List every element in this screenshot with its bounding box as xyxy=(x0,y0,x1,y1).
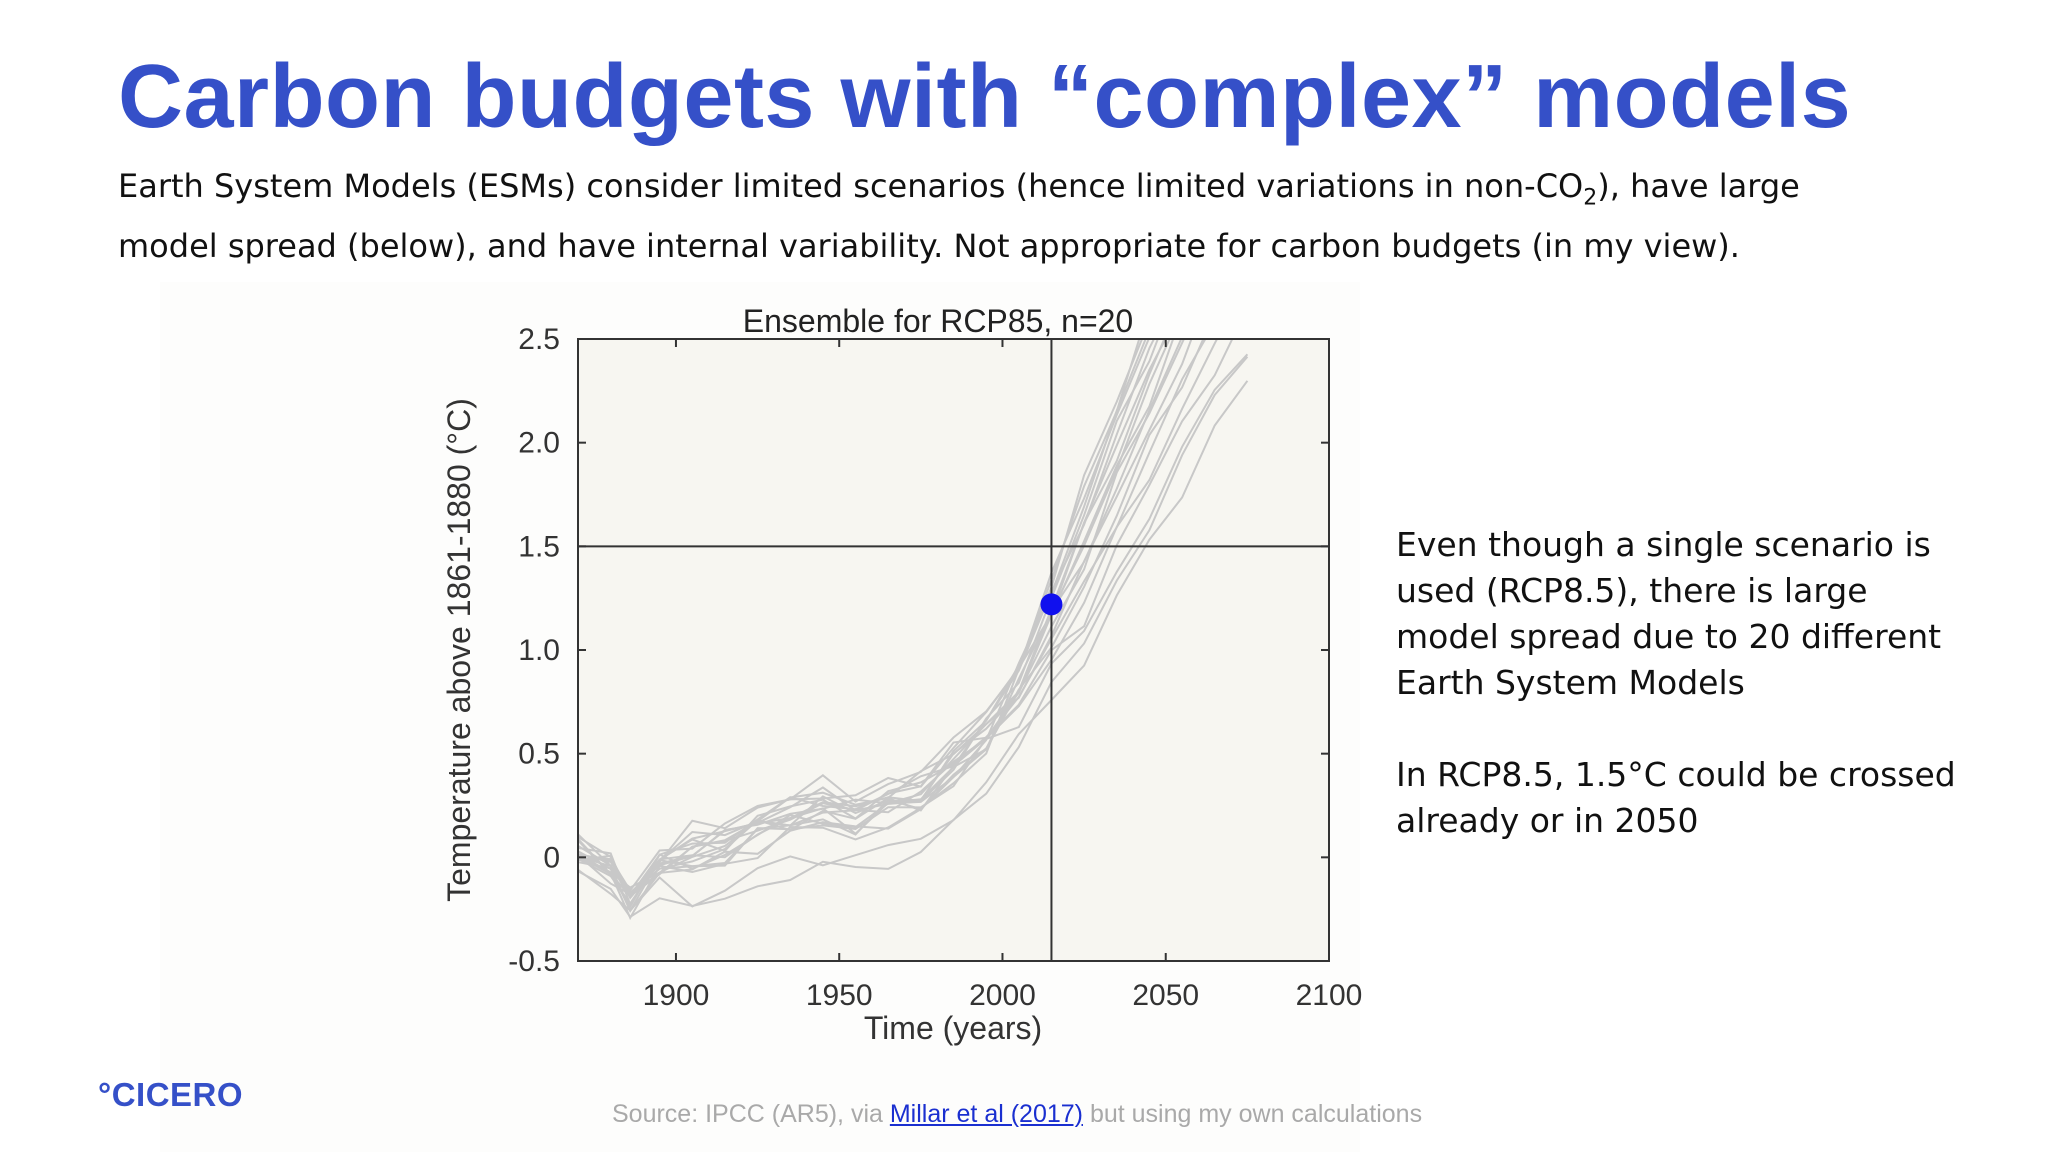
intro-part-2: ), have large model spread (below), and … xyxy=(118,167,1800,266)
y-tick-label: 1.0 xyxy=(518,634,560,667)
ensemble-member-line xyxy=(578,380,1249,912)
x-tick-label: 2050 xyxy=(1132,979,1199,1012)
y-tick-label: 0.5 xyxy=(518,738,560,771)
source-link[interactable]: Millar et al (2017) xyxy=(889,1100,1083,1128)
y-tick-label: 2.5 xyxy=(518,323,560,356)
y-tick-label: 1.5 xyxy=(518,530,560,563)
ensemble-member-line xyxy=(578,339,1141,921)
ensemble-member-line xyxy=(578,356,1249,919)
current-temperature-marker xyxy=(1040,593,1063,616)
ensemble-lines xyxy=(578,339,1249,921)
x-axis-ticks: 1900 1950 2000 2050 2100 xyxy=(643,339,1363,1012)
reference-lines xyxy=(578,339,1329,961)
intro-subscript: 2 xyxy=(1583,185,1598,211)
y-tick-label: 0 xyxy=(543,841,560,874)
ensemble-member-line xyxy=(578,339,1159,889)
source-prefix: Source: IPCC (AR5), via xyxy=(612,1100,890,1128)
y-axis-label: Temperature above 1861-1880 (°C) xyxy=(441,398,477,902)
ensemble-member-line xyxy=(578,339,1185,896)
y-tick-label: 2.0 xyxy=(518,427,560,460)
chart-title: Ensemble for RCP85, n=20 xyxy=(743,303,1133,339)
cicero-logo: °CICERO xyxy=(98,1076,244,1113)
ensemble-member-line xyxy=(578,339,1171,913)
x-tick-label: 2100 xyxy=(1296,979,1363,1012)
x-axis-label: Time (years) xyxy=(864,1010,1042,1046)
y-axis-ticks: 2.5 2.0 1.5 1.0 0.5 0 -0.5 xyxy=(508,323,1329,978)
x-tick-label: 1900 xyxy=(643,979,710,1012)
ensemble-member-line xyxy=(578,339,1147,906)
side-note-crossing: In RCP8.5, 1.5°C could be crossed alread… xyxy=(1396,755,1956,840)
intro-text: Earth System Models (ESMs) consider limi… xyxy=(118,162,1898,270)
source-suffix: but using my own calculations xyxy=(1083,1100,1423,1128)
y-tick-label: -0.5 xyxy=(508,945,560,978)
intro-part-1: Earth System Models (ESMs) consider limi… xyxy=(118,167,1584,205)
side-note-model-spread: Even though a single scenario is used (R… xyxy=(1396,525,1942,702)
x-tick-label: 2000 xyxy=(969,979,1036,1012)
x-tick-label: 1950 xyxy=(806,979,873,1012)
slide-title: Carbon budgets with “complex” models xyxy=(118,47,1852,147)
ensemble-member-line xyxy=(578,339,1166,913)
ensemble-member-line xyxy=(578,339,1150,896)
source-credit: Source: IPCC (AR5), via Millar et al (20… xyxy=(612,1100,1422,1129)
side-note: Even though a single scenario is used (R… xyxy=(1396,522,1956,890)
